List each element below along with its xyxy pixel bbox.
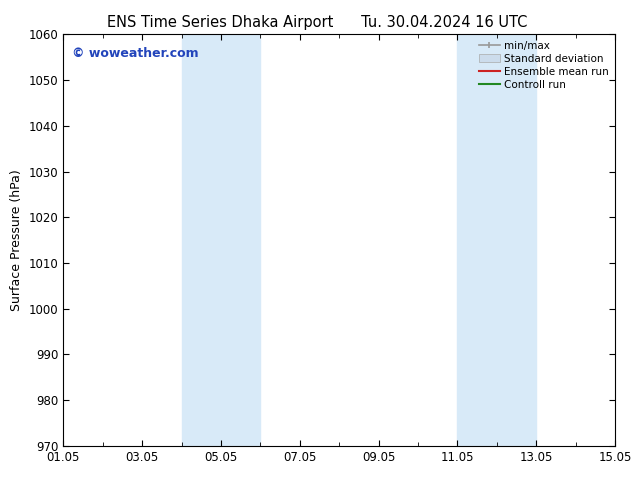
Text: © woweather.com: © woweather.com	[72, 47, 198, 60]
Bar	[181, 34, 221, 446]
Bar	[497, 34, 536, 446]
Text: ENS Time Series Dhaka Airport      Tu. 30.04.2024 16 UTC: ENS Time Series Dhaka Airport Tu. 30.04.…	[107, 15, 527, 30]
Y-axis label: Surface Pressure (hPa): Surface Pressure (hPa)	[10, 169, 23, 311]
Bar	[457, 34, 497, 446]
Legend: min/max, Standard deviation, Ensemble mean run, Controll run: min/max, Standard deviation, Ensemble me…	[476, 37, 612, 93]
Bar	[221, 34, 261, 446]
